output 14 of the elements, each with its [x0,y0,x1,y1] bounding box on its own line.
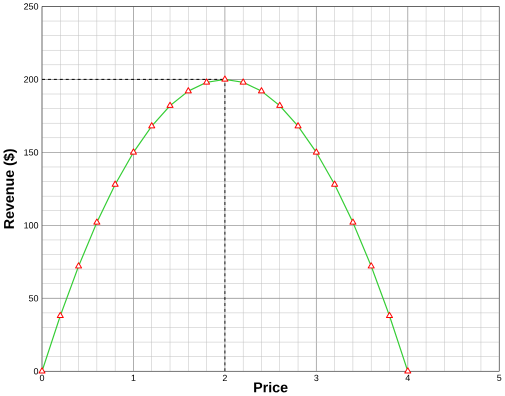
x-tick-label: 0 [40,374,44,382]
y-axis-title: Revenue ($) [3,149,17,228]
x-axis-title: Price [254,382,288,393]
y-tick-label: 150 [24,149,38,156]
x-tick-label: 2 [222,374,227,382]
x-tick-label: 5 [497,374,502,382]
y-tick-label: 250 [24,3,38,10]
x-tick-label: 3 [314,374,318,382]
y-tick-label: 200 [24,76,38,83]
x-tick-label: 1 [132,374,136,382]
y-tick-label: 0 [34,368,38,375]
y-tick-label: 50 [28,295,38,302]
y-tick-label: 100 [24,222,38,229]
x-tick-label: 4 [406,374,410,382]
